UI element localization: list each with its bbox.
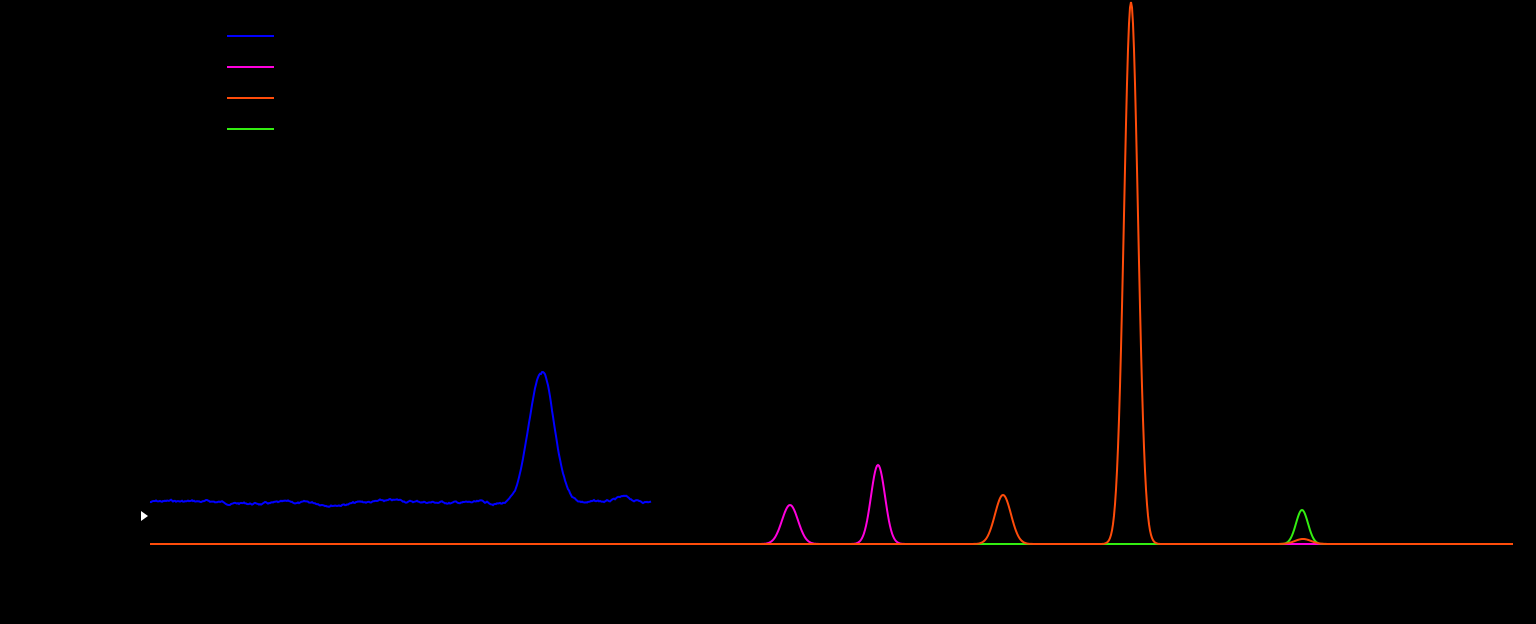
legend-swatch-orange [227, 96, 274, 99]
legend-item-2 [227, 82, 282, 113]
legend [227, 20, 282, 144]
legend-item-1 [227, 51, 282, 82]
series-trace [149, 370, 652, 508]
series-layer [149, 1, 1513, 545]
legend-swatch-blue [227, 34, 274, 37]
legend-item-0 [227, 20, 282, 51]
legend-swatch-magenta [227, 65, 274, 68]
series-trace [150, 1, 1513, 545]
legend-item-3 [227, 113, 282, 144]
legend-swatch-green [227, 127, 274, 130]
arrow-marker-icon [141, 511, 148, 521]
series-trace [150, 463, 1513, 545]
series-trace [150, 508, 1513, 545]
